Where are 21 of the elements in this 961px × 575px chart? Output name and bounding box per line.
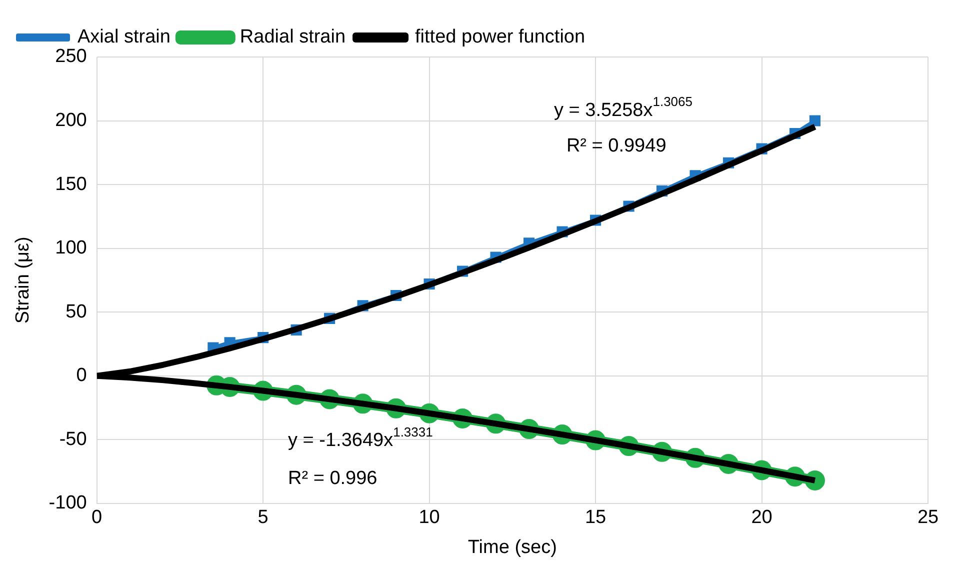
y-tick-label: -50 xyxy=(59,428,87,450)
x-tick-label: 0 xyxy=(92,507,102,528)
x-tick-label: 20 xyxy=(751,507,772,528)
legend-label: Radial strain xyxy=(240,26,346,48)
y-tick-label: 50 xyxy=(66,301,87,322)
x-tick-label: 5 xyxy=(258,507,268,528)
legend-label: Axial strain xyxy=(78,26,170,48)
x-tick-label: 15 xyxy=(584,507,606,528)
y-tick-label: 150 xyxy=(55,174,87,195)
annotation: R² = 0.9949 xyxy=(566,136,666,157)
y-tick-label: -100 xyxy=(48,492,87,514)
y-axis-title: Strain (με) xyxy=(12,236,34,324)
x-tick-label: 25 xyxy=(917,507,939,528)
legend-label: fitted power function xyxy=(415,26,586,48)
y-tick-label: 250 xyxy=(55,46,87,68)
annotation: R² = 0.996 xyxy=(288,468,378,490)
x-axis-title: Time (sec) xyxy=(468,536,557,558)
y-tick-label: 0 xyxy=(76,365,87,386)
y-tick-label: 100 xyxy=(55,238,87,259)
x-tick-label: 10 xyxy=(418,507,440,528)
y-tick-label: 200 xyxy=(55,110,87,132)
